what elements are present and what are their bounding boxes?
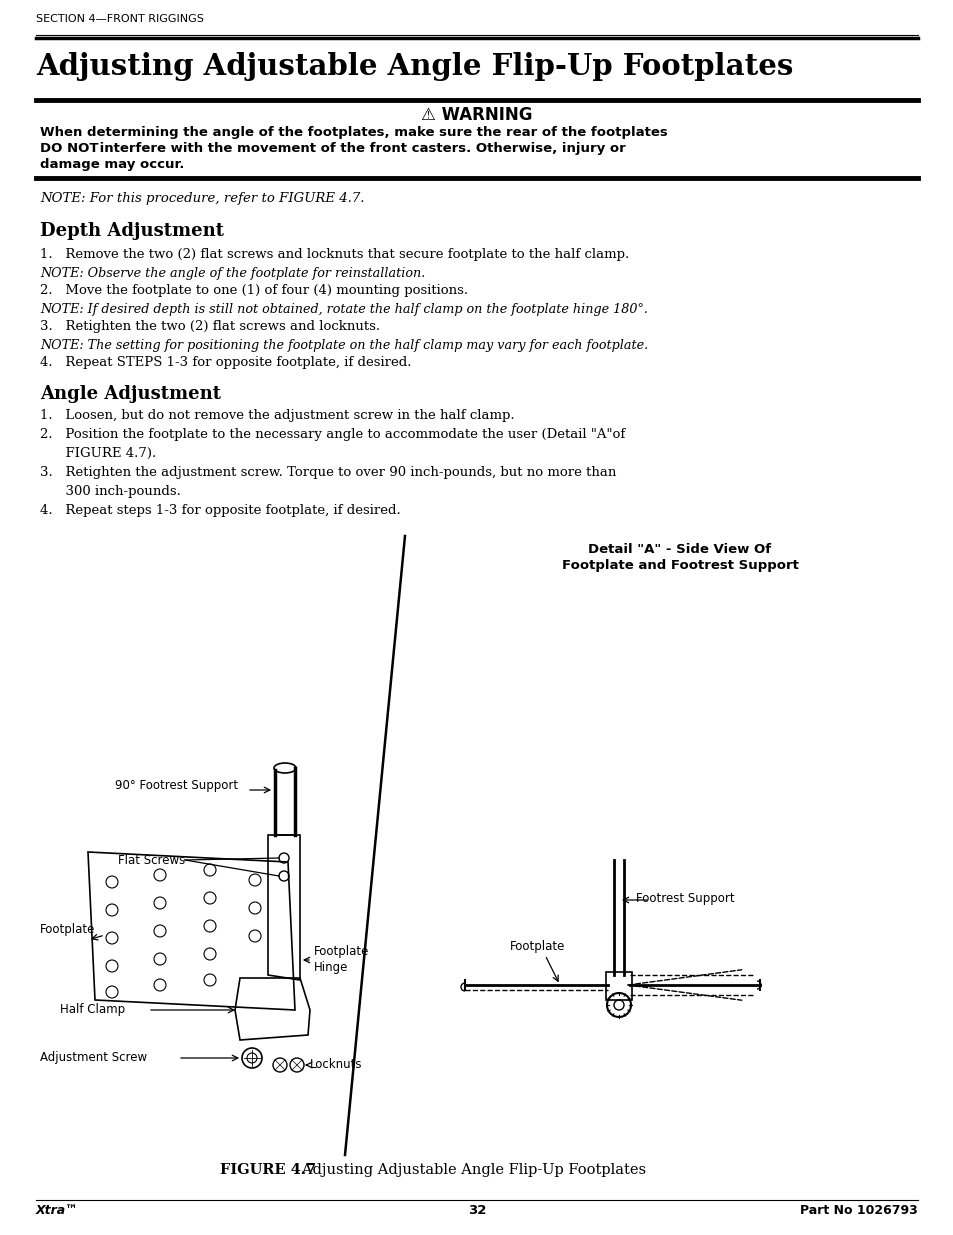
- Text: NOTE: For this procedure, refer to FIGURE 4.7.: NOTE: For this procedure, refer to FIGUR…: [40, 191, 364, 205]
- Text: Xtra™: Xtra™: [36, 1204, 78, 1216]
- Text: Footplate and Footrest Support: Footplate and Footrest Support: [561, 559, 798, 572]
- Text: 90° Footrest Support: 90° Footrest Support: [115, 779, 238, 793]
- Text: Depth Adjustment: Depth Adjustment: [40, 222, 224, 240]
- Text: Footplate: Footplate: [40, 924, 95, 936]
- Text: 1.   Loosen, but do not remove the adjustment screw in the half clamp.: 1. Loosen, but do not remove the adjustm…: [40, 409, 514, 422]
- Text: 2.   Position the footplate to the necessary angle to accommodate the user (Deta: 2. Position the footplate to the necessa…: [40, 429, 624, 441]
- Text: Footrest Support: Footrest Support: [636, 892, 734, 905]
- Text: 32: 32: [467, 1204, 486, 1216]
- Text: Half Clamp: Half Clamp: [60, 1004, 125, 1016]
- Text: DO NOT: DO NOT: [40, 142, 98, 156]
- Text: FIGURE 4.7).: FIGURE 4.7).: [40, 447, 156, 459]
- Text: 4.   Repeat steps 1-3 for opposite footplate, if desired.: 4. Repeat steps 1-3 for opposite footpla…: [40, 504, 400, 517]
- Text: Detail "A" - Side View Of: Detail "A" - Side View Of: [588, 543, 771, 556]
- Text: Adjustment Screw: Adjustment Screw: [40, 1051, 147, 1065]
- Text: Locknuts: Locknuts: [310, 1058, 362, 1072]
- Text: Angle Adjustment: Angle Adjustment: [40, 385, 221, 403]
- Text: interfere with the movement of the front casters. Otherwise, injury or: interfere with the movement of the front…: [95, 142, 625, 156]
- Text: Footplate: Footplate: [510, 940, 565, 953]
- Text: 3.   Retighten the two (2) flat screws and locknuts.: 3. Retighten the two (2) flat screws and…: [40, 320, 379, 333]
- Text: SECTION 4—FRONT RIGGINGS: SECTION 4—FRONT RIGGINGS: [36, 14, 204, 23]
- Text: When determining the angle of the footplates, make sure the rear of the footplat: When determining the angle of the footpl…: [40, 126, 667, 140]
- Text: Flat Screws: Flat Screws: [118, 853, 185, 867]
- Text: NOTE: Observe the angle of the footplate for reinstallation.: NOTE: Observe the angle of the footplate…: [40, 267, 425, 280]
- Text: NOTE: The setting for positioning the footplate on the half clamp may vary for e: NOTE: The setting for positioning the fo…: [40, 338, 647, 352]
- Text: Adjusting Adjustable Angle Flip-Up Footplates: Adjusting Adjustable Angle Flip-Up Footp…: [36, 52, 793, 82]
- Text: Adjusting Adjustable Angle Flip-Up Footplates: Adjusting Adjustable Angle Flip-Up Footp…: [288, 1163, 645, 1177]
- Text: 3.   Retighten the adjustment screw. Torque to over 90 inch-pounds, but no more : 3. Retighten the adjustment screw. Torqu…: [40, 466, 616, 479]
- Text: damage may occur.: damage may occur.: [40, 158, 184, 170]
- Text: Part No 1026793: Part No 1026793: [800, 1204, 917, 1216]
- Text: ⚠ WARNING: ⚠ WARNING: [421, 106, 532, 124]
- Text: 2.   Move the footplate to one (1) of four (4) mounting positions.: 2. Move the footplate to one (1) of four…: [40, 284, 468, 296]
- Text: 1.   Remove the two (2) flat screws and locknuts that secure footplate to the ha: 1. Remove the two (2) flat screws and lo…: [40, 248, 629, 261]
- Text: NOTE: If desired depth is still not obtained, rotate the half clamp on the footp: NOTE: If desired depth is still not obta…: [40, 303, 647, 316]
- Text: Footplate
Hinge: Footplate Hinge: [314, 946, 369, 974]
- Text: FIGURE 4.7: FIGURE 4.7: [220, 1163, 315, 1177]
- Text: 300 inch-pounds.: 300 inch-pounds.: [40, 485, 181, 498]
- Text: 4.   Repeat STEPS 1-3 for opposite footplate, if desired.: 4. Repeat STEPS 1-3 for opposite footpla…: [40, 356, 411, 369]
